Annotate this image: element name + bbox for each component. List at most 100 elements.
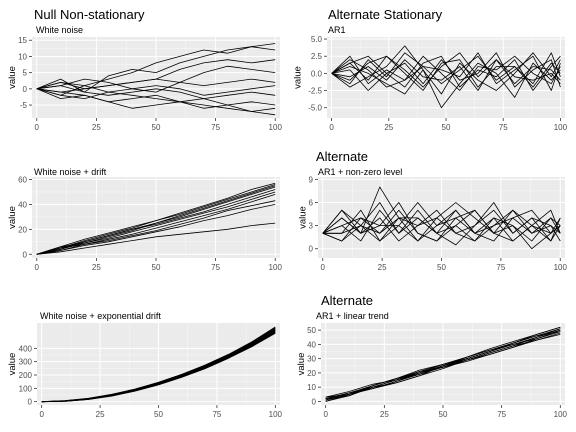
y-tick-label: 10 xyxy=(18,52,27,61)
chart-panel-2: AR1 0 25 50 75 100 -5.0 -2.5 0.0 2.5 5.0 value xyxy=(293,25,568,132)
y-tick-label: 5 xyxy=(23,69,28,78)
series-line-2 xyxy=(36,46,276,96)
series-line-4 xyxy=(36,65,276,93)
y-tick-label: 20 xyxy=(18,225,27,234)
panel-subtitle: AR1 + non-zero level xyxy=(318,167,402,177)
x-tick-label: 100 xyxy=(554,263,568,272)
y-tick-label: 10 xyxy=(307,383,316,392)
y-tick-label: 50 xyxy=(307,326,316,335)
y-axis-title: value xyxy=(7,353,18,376)
x-tick-label: 0 xyxy=(323,410,328,419)
chart-panel-1: White noise 0 25 50 75 100 -5 0 5 10 15 value xyxy=(7,25,283,132)
x-tick-label: 0 xyxy=(39,410,44,419)
x-tick-label: 50 xyxy=(437,263,446,272)
x-tick-label: 0 xyxy=(35,263,40,272)
y-tick-label: 9 xyxy=(309,175,314,184)
series-line-6 xyxy=(322,202,561,242)
y-tick-label: 300 xyxy=(19,358,33,367)
group-title-right: Alternate Stationary xyxy=(328,7,443,22)
x-tick-label: 50 xyxy=(152,123,161,132)
x-tick-label: 75 xyxy=(497,410,506,419)
x-tick-label: 25 xyxy=(380,410,389,419)
y-tick-label: 0 xyxy=(23,85,28,94)
y-tick-label: 0 xyxy=(309,245,314,254)
series-line-10 xyxy=(325,326,561,401)
x-tick-label: 100 xyxy=(554,410,568,419)
y-tick-label: 0 xyxy=(312,397,317,406)
group-title-left: Null Non-stationary xyxy=(34,7,145,22)
y-axis-title: value xyxy=(297,206,308,229)
series-line-10 xyxy=(36,222,276,255)
series-line-7 xyxy=(322,202,561,250)
series-line-7 xyxy=(36,85,276,99)
series-line-8 xyxy=(36,200,276,255)
chart-panel-6: Alternate AR1 + linear trend 0 25 50 75 100 0 10… xyxy=(296,293,568,419)
y-tick-label: 0 xyxy=(28,398,33,407)
panel-title: Alternate xyxy=(316,149,368,164)
x-tick-label: 100 xyxy=(269,410,283,419)
y-tick-label: 5.0 xyxy=(311,35,323,44)
series-line-5 xyxy=(36,189,276,255)
series-line-8 xyxy=(325,331,561,402)
chart-panel-4: Alternate AR1 + non-zero level 0 25 50 75 100 0… xyxy=(297,149,567,272)
series-line-9 xyxy=(36,204,276,255)
panel-title: Alternate xyxy=(321,293,373,308)
y-tick-label: 20 xyxy=(307,369,316,378)
series-line-2 xyxy=(331,52,561,88)
y-tick-label: 3 xyxy=(309,222,314,231)
y-axis-title: value xyxy=(296,353,307,376)
y-tick-label: 15 xyxy=(18,36,27,45)
y-tick-label: -5.0 xyxy=(308,104,322,113)
y-tick-label: 400 xyxy=(19,344,33,353)
x-tick-label: 25 xyxy=(96,410,105,419)
x-tick-label: 50 xyxy=(154,410,163,419)
x-tick-label: 75 xyxy=(496,263,505,272)
x-tick-label: 75 xyxy=(499,123,508,132)
series-line-6 xyxy=(36,82,276,96)
panel-subtitle: White noise + exponential drift xyxy=(40,311,161,321)
x-tick-label: 50 xyxy=(152,263,161,272)
panel-subtitle: White noise + drift xyxy=(34,167,107,177)
x-tick-label: 75 xyxy=(212,410,221,419)
series-line-6 xyxy=(36,191,276,255)
x-tick-label: 0 xyxy=(35,123,40,132)
series-line-7 xyxy=(36,194,276,255)
panel-subtitle: White noise xyxy=(36,25,83,35)
series-line-9 xyxy=(36,88,276,112)
y-tick-label: -5 xyxy=(20,101,28,110)
panel-subtitle: AR1 xyxy=(328,25,346,35)
y-tick-label: 60 xyxy=(18,175,27,184)
x-tick-label: 100 xyxy=(269,263,283,272)
x-tick-label: 25 xyxy=(92,123,101,132)
series-line-1 xyxy=(36,43,276,93)
x-tick-label: 50 xyxy=(442,123,451,132)
x-tick-label: 25 xyxy=(384,123,393,132)
y-tick-label: 0 xyxy=(23,250,28,259)
y-tick-label: 40 xyxy=(307,340,316,349)
x-tick-label: 75 xyxy=(211,123,220,132)
y-tick-label: 200 xyxy=(19,371,33,380)
y-tick-label: 100 xyxy=(19,384,33,393)
series-line-7 xyxy=(331,52,561,91)
series-line-10 xyxy=(331,55,561,91)
y-axis-title: value xyxy=(7,206,18,229)
x-tick-label: 0 xyxy=(321,263,326,272)
x-tick-label: 25 xyxy=(378,263,387,272)
y-tick-label: 6 xyxy=(309,198,314,207)
series-line-2 xyxy=(36,184,276,255)
x-tick-label: 75 xyxy=(211,263,220,272)
series-line-10 xyxy=(322,209,561,242)
chart-panel-5: White noise + exponential drift 0 25 50 75 10… xyxy=(7,311,282,419)
series-line-8 xyxy=(36,88,276,106)
chart-panel-3: White noise + drift 0 25 50 75 100 0 20 40 60 valu… xyxy=(7,167,283,272)
x-tick-label: 100 xyxy=(269,123,283,132)
y-axis-title: value xyxy=(293,66,304,89)
series-line-5 xyxy=(331,52,561,91)
series-line-9 xyxy=(325,334,561,399)
x-tick-label: 0 xyxy=(329,123,334,132)
series-line-10 xyxy=(41,332,276,403)
y-axis-title: value xyxy=(7,66,18,89)
series-line-3 xyxy=(331,55,561,91)
series-line-8 xyxy=(322,209,561,242)
